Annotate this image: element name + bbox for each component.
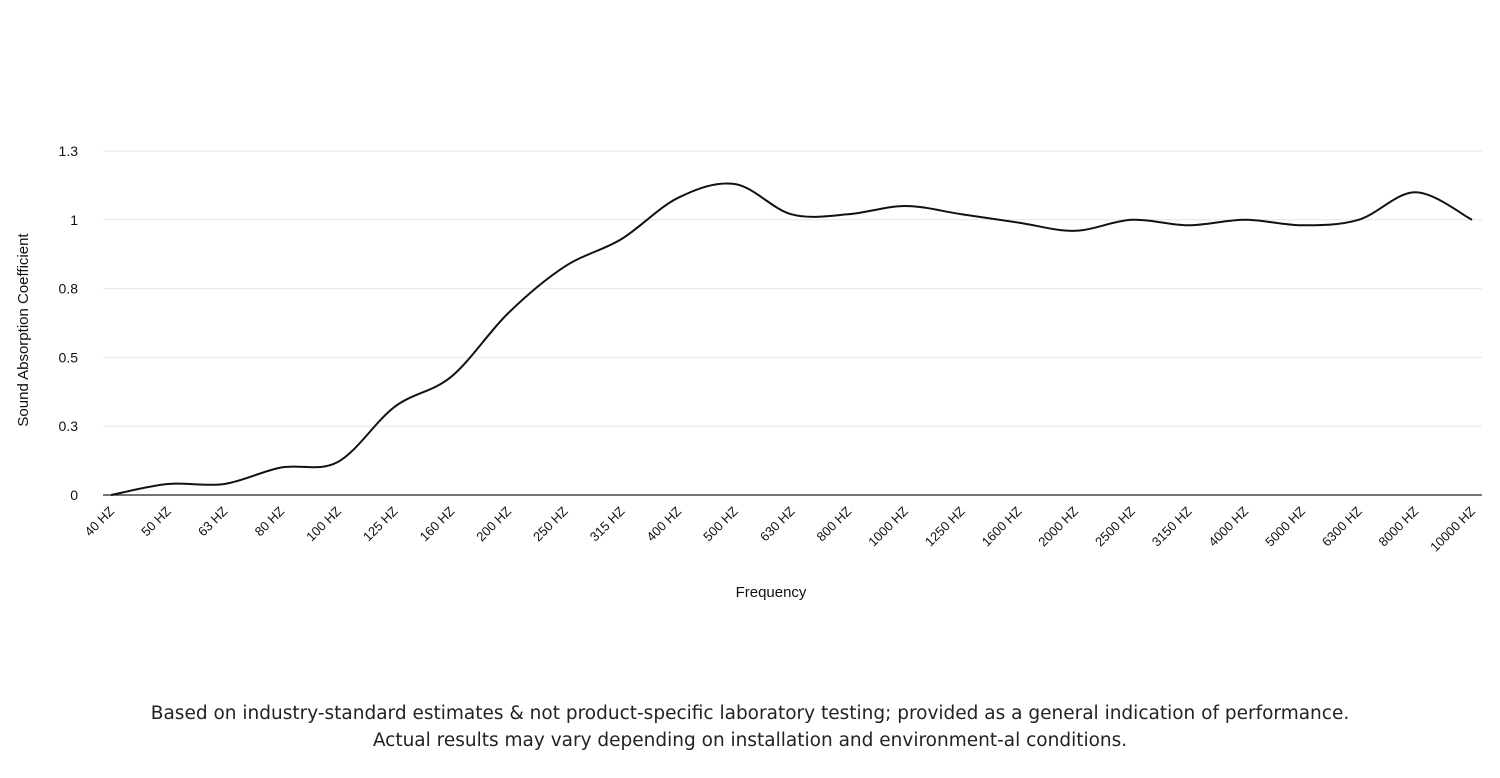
x-tick-label: 800 HZ: [814, 503, 855, 544]
x-tick-label: 250 HZ: [530, 503, 571, 544]
series-line: [110, 182, 1473, 496]
data-point: [789, 211, 795, 217]
data-point: [675, 195, 681, 201]
x-tick-label: 63 HZ: [195, 503, 231, 539]
x-axis-ticks: 40 HZ 50 HZ 63 HZ 80 HZ 100 HZ 125 HZ 160 HZ 20…: [81, 503, 1478, 554]
x-tick-label: 160 HZ: [417, 503, 458, 544]
data-point: [1242, 217, 1248, 223]
data-point: [959, 211, 965, 217]
data-point: [1185, 222, 1191, 228]
x-tick-label: 400 HZ: [643, 503, 684, 544]
y-tick-label: 0.8: [59, 281, 79, 297]
y-tick-label: 1: [70, 212, 78, 228]
chart: 0 0.3 0.5 0.8 1 1.3 40 HZ 50 HZ 63 HZ 80 HZ 100 H…: [15, 143, 1482, 601]
data-point: [1469, 217, 1475, 223]
x-tick-label: 100 HZ: [303, 503, 344, 544]
x-tick-label: 4000 HZ: [1205, 503, 1251, 549]
data-point: [902, 203, 908, 209]
y-tick-label: 0: [70, 487, 78, 503]
data-point: [165, 481, 171, 487]
x-tick-label: 6300 HZ: [1319, 503, 1365, 549]
y-axis-title: Sound Absorption Coefficient: [15, 233, 32, 427]
x-tick-label: 80 HZ: [252, 503, 288, 539]
data-point: [1072, 228, 1078, 234]
disclaimer-footer: Based on industry-standard estimates & n…: [0, 700, 1500, 754]
chart-svg: 0 0.3 0.5 0.8 1 1.3 40 HZ 50 HZ 63 HZ 80 HZ 100 H…: [15, 143, 1482, 601]
data-point: [505, 310, 511, 316]
data-point: [732, 181, 738, 187]
data-point: [1356, 217, 1362, 223]
data-point: [1015, 220, 1021, 226]
data-point: [1412, 189, 1418, 195]
data-point: [392, 404, 398, 410]
x-tick-label: 5000 HZ: [1262, 503, 1308, 549]
y-tick-label: 0.5: [59, 349, 79, 365]
x-tick-label: 2000 HZ: [1035, 503, 1081, 549]
data-point: [1299, 222, 1305, 228]
data-point: [221, 481, 227, 487]
x-tick-label: 125 HZ: [360, 503, 401, 544]
x-tick-label: 630 HZ: [757, 503, 798, 544]
data-point: [335, 459, 341, 465]
y-tick-label: 0.3: [59, 418, 79, 434]
data-point: [562, 264, 568, 270]
data-point: [1129, 217, 1135, 223]
y-tick-label: 1.3: [59, 143, 79, 159]
x-tick-label: 8000 HZ: [1376, 503, 1422, 549]
data-point: [845, 211, 851, 217]
data-point: [448, 374, 454, 380]
series-layer: [108, 181, 1475, 498]
x-tick-label: 500 HZ: [700, 503, 741, 544]
grid-lines: [103, 150, 1482, 496]
x-tick-label: 40 HZ: [81, 503, 117, 539]
data-point: [618, 236, 624, 242]
x-tick-label: 3150 HZ: [1149, 503, 1195, 549]
x-tick-label: 50 HZ: [138, 503, 174, 539]
x-tick-label: 1000 HZ: [865, 503, 911, 549]
x-axis-title: Frequency: [736, 584, 807, 601]
data-point: [108, 492, 114, 498]
x-tick-label: 10000 HZ: [1427, 503, 1478, 554]
x-tick-label: 200 HZ: [473, 503, 514, 544]
data-point: [278, 464, 284, 470]
x-tick-label: 2500 HZ: [1092, 503, 1138, 549]
x-tick-label: 1250 HZ: [922, 503, 968, 549]
y-axis-ticks: 0 0.3 0.5 0.8 1 1.3: [59, 143, 79, 503]
x-tick-label: 1600 HZ: [979, 503, 1025, 549]
disclaimer-line-1: Based on industry-standard estimates & n…: [150, 703, 1350, 724]
x-tick-label: 315 HZ: [587, 503, 628, 544]
disclaimer-line-2: Actual results may vary depending on ins…: [372, 730, 1128, 751]
